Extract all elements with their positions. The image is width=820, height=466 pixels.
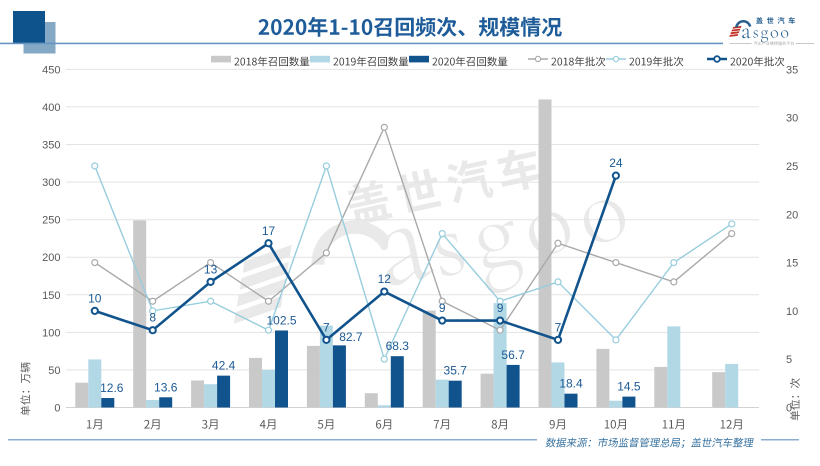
svg-text:68.3: 68.3 bbox=[386, 339, 410, 353]
svg-text:350: 350 bbox=[42, 140, 60, 152]
svg-text:300: 300 bbox=[42, 177, 60, 189]
svg-text:450: 450 bbox=[42, 64, 60, 76]
svg-text:13.6: 13.6 bbox=[154, 380, 178, 394]
svg-text:250: 250 bbox=[42, 215, 60, 227]
svg-text:7: 7 bbox=[555, 320, 562, 334]
svg-text:8: 8 bbox=[149, 311, 156, 325]
svg-text:15: 15 bbox=[786, 258, 798, 270]
svg-text:400: 400 bbox=[42, 102, 60, 114]
svg-text:24: 24 bbox=[609, 156, 623, 170]
svg-text:10: 10 bbox=[786, 306, 798, 318]
svg-text:100: 100 bbox=[42, 327, 60, 339]
svg-text:17: 17 bbox=[262, 224, 276, 238]
svg-text:35.7: 35.7 bbox=[444, 364, 468, 378]
svg-text:102.5: 102.5 bbox=[266, 314, 296, 328]
svg-text:200: 200 bbox=[42, 252, 60, 264]
svg-text:42.4: 42.4 bbox=[212, 359, 236, 373]
svg-text:12: 12 bbox=[378, 272, 392, 286]
svg-text:0: 0 bbox=[54, 403, 60, 415]
svg-text:12.6: 12.6 bbox=[100, 381, 124, 395]
svg-text:9: 9 bbox=[439, 301, 446, 315]
svg-text:5: 5 bbox=[786, 354, 792, 366]
svg-text:35: 35 bbox=[786, 64, 798, 76]
svg-text:13: 13 bbox=[204, 262, 218, 276]
svg-text:150: 150 bbox=[42, 290, 60, 302]
svg-text:10: 10 bbox=[88, 291, 102, 305]
svg-text:25: 25 bbox=[786, 161, 798, 173]
svg-text:20: 20 bbox=[786, 209, 798, 221]
svg-text:9: 9 bbox=[497, 301, 504, 315]
svg-text:7: 7 bbox=[323, 320, 330, 334]
svg-text:18.4: 18.4 bbox=[559, 377, 583, 391]
svg-text:56.7: 56.7 bbox=[501, 348, 525, 362]
svg-text:14.5: 14.5 bbox=[617, 380, 641, 394]
svg-text:30: 30 bbox=[786, 113, 798, 125]
svg-text:0: 0 bbox=[786, 403, 792, 415]
svg-text:50: 50 bbox=[48, 365, 60, 377]
svg-text:82.7: 82.7 bbox=[339, 330, 363, 344]
